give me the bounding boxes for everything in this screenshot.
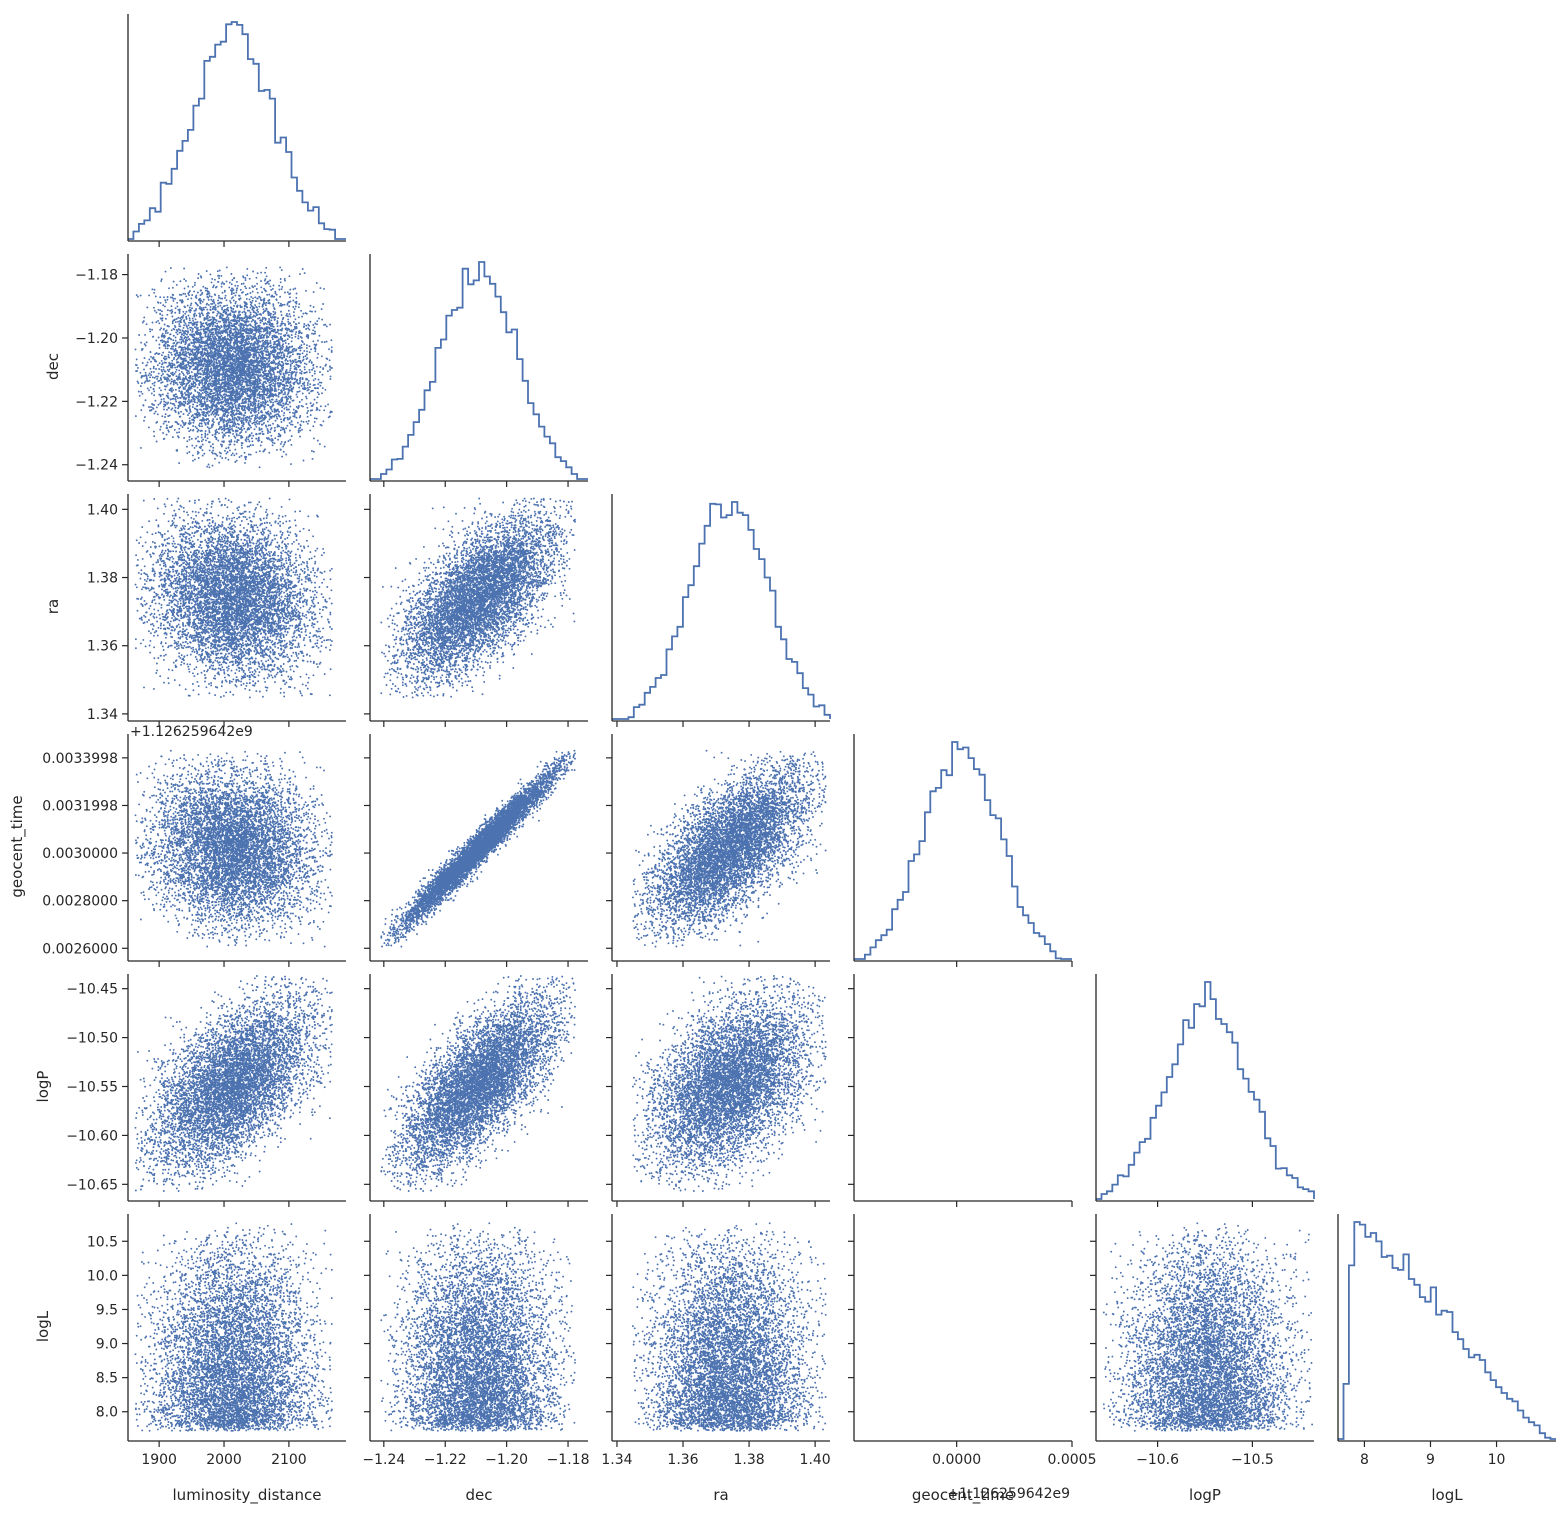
x-axis-label-logL: logL: [1431, 1486, 1463, 1504]
scatter-points: [134, 1222, 333, 1432]
histogram-logP: [1096, 981, 1315, 1200]
y-tick-label: −1.20: [75, 331, 118, 347]
y-tick-label: −1.18: [75, 268, 118, 284]
scatter-points: [134, 266, 333, 469]
y-tick-label: 1.38: [87, 571, 118, 587]
y-tick-label: 0.0031998: [42, 798, 118, 814]
scatter-points: [134, 497, 333, 699]
panel-logP-vs-dec: [364, 974, 588, 1207]
panel-logL-vs-logL: 8 9 10: [1337, 1214, 1556, 1468]
panel-logP-vs-ra: [606, 974, 830, 1207]
x-tick-label: 1.36: [667, 1452, 698, 1468]
y-axis-label-ra: ra: [44, 599, 62, 614]
y-tick-label: −10.60: [66, 1128, 118, 1144]
x-tick-label: −1.20: [485, 1452, 528, 1468]
panel-ra-vs-dec: [364, 494, 588, 727]
y-tick-label: 1.34: [87, 707, 118, 723]
panel-logL-vs-logP: −10.6 −10.5: [1090, 1214, 1314, 1468]
x-tick-label: 0.0005: [1048, 1452, 1097, 1468]
y-axis-label-logL: logL: [34, 1310, 52, 1342]
x-tick-label: −1.18: [547, 1452, 590, 1468]
x-offset-label: +1.126259642e9: [947, 1486, 1070, 1502]
x-tick-label: 1900: [141, 1452, 177, 1468]
y-tick-label: 0.0028000: [42, 894, 118, 910]
scatter-points: [380, 497, 576, 699]
panel-logL-vs-geocent_time: 0.0000 0.0005: [848, 1214, 1097, 1468]
panel-geocent_time-vs-geocent_time: [853, 734, 1073, 967]
scatter-points: [134, 749, 333, 948]
panel-logL-vs-dec: −1.24 −1.22 −1.20 −1.18: [362, 1214, 589, 1468]
y-tick-label: −10.65: [66, 1177, 118, 1193]
scatter-points: [631, 749, 827, 948]
y-tick-label: −10.45: [66, 982, 118, 998]
x-axis-label-logP: logP: [1189, 1486, 1221, 1504]
x-tick-label: 2100: [271, 1452, 307, 1468]
panel-logP-vs-luminosity_distance: −10.65 −10.60 −10.55 −10.50 −10.45: [66, 974, 346, 1207]
panel-ra-vs-ra: [611, 494, 831, 727]
y-tick-label: 8.5: [96, 1371, 118, 1387]
x-axis-label-ra: ra: [713, 1486, 728, 1504]
panel-logP-vs-geocent_time: [848, 974, 1073, 1207]
histogram-logL: [1338, 1221, 1556, 1440]
panel-dec-vs-luminosity_distance: −1.24 −1.22 −1.20 −1.18: [75, 254, 346, 487]
x-tick-label: 2000: [206, 1452, 242, 1468]
x-tick-label: −10.5: [1231, 1452, 1274, 1468]
y-tick-label: 9.5: [96, 1302, 118, 1318]
panel-logL-vs-luminosity_distance: 1900 2000 2100 8.0 8.5 9.0 9.5 10.0 10.5: [87, 1214, 346, 1468]
panel-geocent_time-vs-dec: [364, 734, 588, 967]
y-tick-label: −10.55: [66, 1080, 118, 1096]
x-tick-label: −1.22: [424, 1452, 467, 1468]
y-tick-label: 10.0: [87, 1268, 118, 1284]
y-tick-label: 1.36: [87, 639, 118, 655]
histogram-luminosity_distance: [128, 21, 346, 240]
y-tick-label: 1.40: [87, 502, 118, 518]
scatter-points: [1102, 1222, 1314, 1432]
x-tick-label: 1.38: [733, 1452, 764, 1468]
panel-ra-vs-luminosity_distance: 1.34 1.36 1.38 1.40: [87, 494, 346, 727]
scatter-points: [380, 975, 576, 1192]
x-tick-label: −10.6: [1136, 1452, 1179, 1468]
scatter-points: [631, 1222, 827, 1432]
y-axis-label-dec: dec: [44, 353, 62, 380]
x-tick-label: 10: [1488, 1452, 1506, 1468]
scatter-points: [134, 975, 333, 1192]
x-tick-label: 1.34: [601, 1452, 632, 1468]
scatter-points: [631, 975, 827, 1192]
y-axis-label-logP: logP: [34, 1071, 52, 1103]
x-tick-label: 0.0000: [932, 1452, 981, 1468]
y-axis-label-geocent_time: geocent_time: [8, 795, 27, 897]
y-tick-label: 8.0: [96, 1405, 118, 1421]
y-tick-label: 0.0030000: [42, 846, 118, 862]
y-tick-label: −10.50: [66, 1031, 118, 1047]
histogram-geocent_time: [854, 741, 1072, 960]
histogram-dec: [370, 261, 588, 480]
x-axis-label-geocent_time: geocent_time: [912, 1486, 1014, 1505]
y-tick-label: 10.5: [87, 1234, 118, 1250]
x-axis-label-luminosity_distance: luminosity_distance: [173, 1486, 322, 1505]
panel-luminosity_distance-vs-luminosity_distance: [127, 14, 346, 247]
y-tick-label: 0.0033998: [42, 751, 118, 767]
x-tick-label: 9: [1426, 1452, 1435, 1468]
panel-geocent_time-vs-ra: [606, 734, 830, 967]
panels: −1.24 −1.22 −1.20 −1.18 1.34 1.36 1.38 1.40 0.00…: [8, 14, 1556, 1505]
scatter-points: [380, 1222, 576, 1432]
panel-logP-vs-logP: [1095, 974, 1315, 1207]
x-axis-label-dec: dec: [466, 1486, 493, 1504]
histogram-ra: [612, 501, 831, 720]
y-tick-label: −1.24: [75, 458, 118, 474]
y-tick-label: 0.0026000: [42, 941, 118, 957]
x-tick-label: −1.24: [362, 1452, 405, 1468]
x-tick-label: 1.40: [800, 1452, 831, 1468]
panel-geocent_time-vs-luminosity_distance: 0.0026000 0.0028000 0.0030000 0.0031998 0.00…: [42, 734, 346, 967]
x-tick-label: 8: [1360, 1452, 1369, 1468]
panel-dec-vs-dec: [369, 254, 588, 487]
panel-logL-vs-ra: 1.34 1.36 1.38 1.40: [601, 1214, 831, 1468]
y-tick-label: 9.0: [96, 1337, 118, 1353]
y-tick-label: −1.22: [75, 394, 118, 410]
y-offset-label: +1.126259642e9: [130, 724, 253, 740]
scatter-points: [380, 749, 576, 948]
